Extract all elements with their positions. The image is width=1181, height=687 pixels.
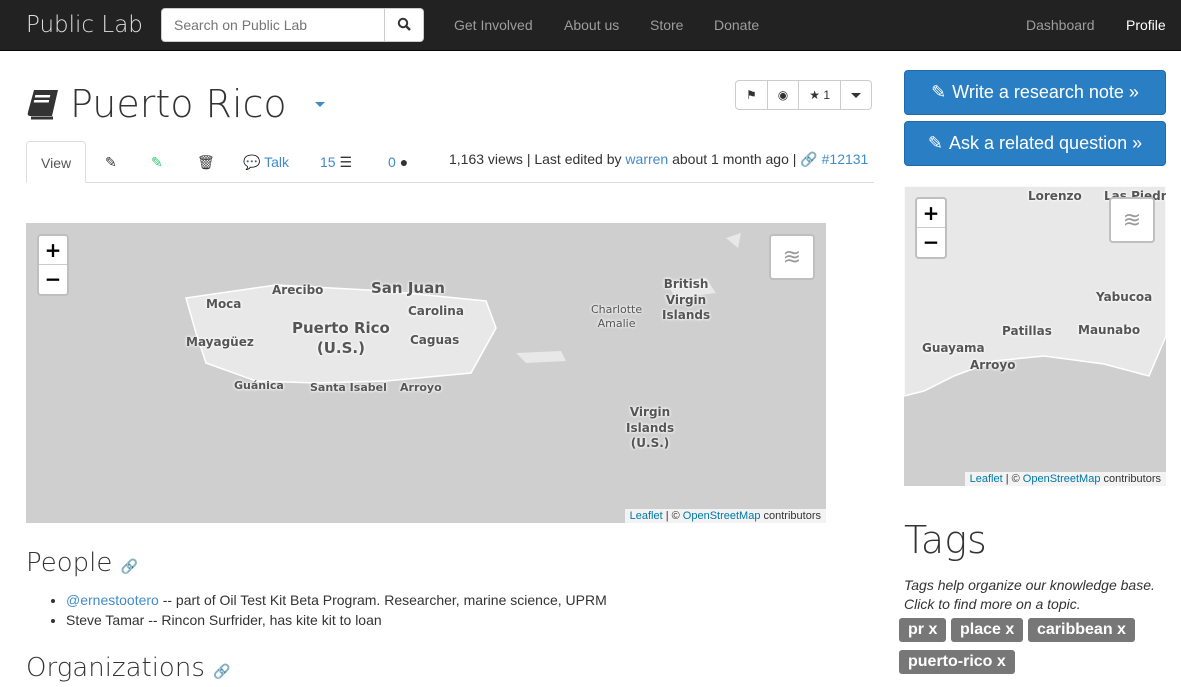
map-label: Arroyo <box>970 358 1016 372</box>
title-dropdown-caret[interactable] <box>314 101 325 107</box>
link-icon[interactable]: 🔗 <box>213 664 231 680</box>
pencil-icon: ✎ <box>927 133 943 153</box>
link-icon[interactable]: 🔗 <box>120 559 139 575</box>
map-attribution: Leaflet | © OpenStreetMap contributors <box>964 472 1166 486</box>
page-title: Puerto Rico <box>26 82 325 126</box>
star-icon: ★ <box>809 88 821 102</box>
layers-icon: ≋ <box>1122 207 1142 232</box>
tab-edit[interactable]: ✎ <box>105 141 117 183</box>
list-item: @ernestootero -- part of Oil Test Kit Be… <box>66 590 607 610</box>
people-list: @ernestootero -- part of Oil Test Kit Be… <box>26 590 607 630</box>
flag-button[interactable]: ⚑ <box>736 81 768 109</box>
side-map[interactable]: Lorenzo Las Piedras Yabucoa Patillas Mau… <box>904 186 1166 486</box>
comment-icon: ● <box>399 154 409 170</box>
search-icon <box>397 17 411 31</box>
tags-heading: Tags <box>904 518 987 562</box>
map-label: Guánica <box>234 379 284 392</box>
map-label: Patillas <box>1002 324 1052 338</box>
map-label: Moca <box>206 297 242 311</box>
nav-get-involved[interactable]: Get Involved <box>454 17 533 33</box>
search-button[interactable] <box>385 8 424 42</box>
zoom-in-button[interactable]: + <box>39 236 67 265</box>
map-tiles <box>185 233 741 384</box>
tag-pr[interactable]: pr x <box>899 618 947 642</box>
caret-down-icon <box>851 92 862 98</box>
zoom-in-button[interactable]: + <box>917 199 945 228</box>
page-actions: ⚑ ◉ ★ 1 <box>735 80 873 110</box>
map-label: Yabucoa <box>1096 290 1153 304</box>
more-dropdown-button[interactable] <box>841 81 871 109</box>
tag-caribbean[interactable]: caribbean x <box>1028 618 1135 642</box>
navbar: Public Lab Get Involved About us Store D… <box>0 0 1181 51</box>
zoom-out-button[interactable]: − <box>44 267 62 291</box>
ask-question-button[interactable]: ✎ Ask a related question » <box>904 121 1166 166</box>
map-label: Caguas <box>410 333 460 347</box>
nav-dashboard[interactable]: Dashboard <box>1026 17 1095 33</box>
tab-view[interactable]: View <box>26 141 87 183</box>
brand-logo[interactable]: Public Lab <box>26 12 143 38</box>
write-research-note-button[interactable]: ✎ Write a research note » <box>904 70 1166 115</box>
zoom-control: + − <box>37 234 69 296</box>
eye-icon: ◉ <box>777 88 789 102</box>
map-tiles <box>904 186 1166 397</box>
layers-icon: ≋ <box>782 244 802 269</box>
map-label: San Juan <box>371 279 445 297</box>
map-label: British Virgin Islands <box>662 277 711 323</box>
layers-button[interactable]: ≋ <box>769 234 815 280</box>
zoom-out-button[interactable]: − <box>922 230 940 254</box>
organizations-heading: Organizations 🔗 <box>26 653 231 683</box>
map-label: Carolina <box>408 304 464 318</box>
tab-revisions[interactable]: 15 ☰ <box>320 154 353 170</box>
zoom-control: + − <box>915 197 947 259</box>
map-label: Puerto Rico (U.S.) <box>292 319 390 357</box>
nav-store[interactable]: Store <box>650 17 684 33</box>
tab-comments[interactable]: 0 ● <box>388 154 409 170</box>
tab-rich-edit[interactable]: ✎ <box>151 141 163 183</box>
tag-puerto-rico[interactable]: puerto-rico x <box>899 650 1015 674</box>
search-input[interactable] <box>161 8 385 42</box>
page-meta: 1,163 views | Last edited by warren abou… <box>449 151 869 167</box>
map-label: Maunabo <box>1078 323 1141 337</box>
link-icon: 🔗 <box>800 151 818 167</box>
map-label: Santa Isabel <box>310 381 387 394</box>
node-link[interactable]: #12131 <box>821 151 869 167</box>
map-label: Guayama <box>922 341 985 355</box>
map-label: Lorenzo <box>1028 189 1082 203</box>
watch-button[interactable]: ◉ <box>768 81 800 109</box>
people-heading: People 🔗 <box>26 548 139 578</box>
pencil-icon: ✎ <box>105 154 117 170</box>
page-title-text: Puerto Rico <box>70 82 287 126</box>
nav-donate[interactable]: Donate <box>714 17 760 33</box>
flag-icon: ⚑ <box>746 88 757 102</box>
green-pencil-icon: ✎ <box>151 154 163 170</box>
trash-icon: 🗑 <box>197 154 215 170</box>
nav-profile[interactable]: Profile <box>1126 17 1166 33</box>
book-icon <box>27 90 58 120</box>
tab-talk[interactable]: 💬 Talk <box>243 154 289 170</box>
main-map[interactable]: Moca Arecibo San Juan Carolina Puerto Ri… <box>26 223 826 523</box>
tags-description: Tags help organize our knowledge base. C… <box>904 577 1155 612</box>
map-attribution: Leaflet | © OpenStreetMap contributors <box>624 509 826 523</box>
list-icon: ☰ <box>339 154 353 170</box>
map-label: Virgin Islands (U.S.) <box>626 405 675 451</box>
tab-delete[interactable]: 🗑 <box>197 141 215 183</box>
map-label: Mayagüez <box>186 335 254 349</box>
nav-about-us[interactable]: About us <box>564 17 620 33</box>
page-tabs: View ✎ ✎ 🗑 💬 Talk 15 ☰ 0 ● <box>26 141 874 183</box>
star-button[interactable]: ★ 1 <box>799 81 842 109</box>
map-label: Arecibo <box>272 283 324 297</box>
map-label: Charlotte Amalie <box>591 303 643 331</box>
comments-icon: 💬 <box>243 154 261 170</box>
search-form <box>161 8 424 42</box>
pencil-icon: ✎ <box>931 82 947 102</box>
author-link[interactable]: warren <box>625 151 669 167</box>
list-item: Steve Tamar -- Rincon Surfrider, has kit… <box>66 610 607 630</box>
tag-place[interactable]: place x <box>951 618 1024 642</box>
layers-button[interactable]: ≋ <box>1109 197 1155 243</box>
map-label: Arroyo <box>400 381 442 394</box>
